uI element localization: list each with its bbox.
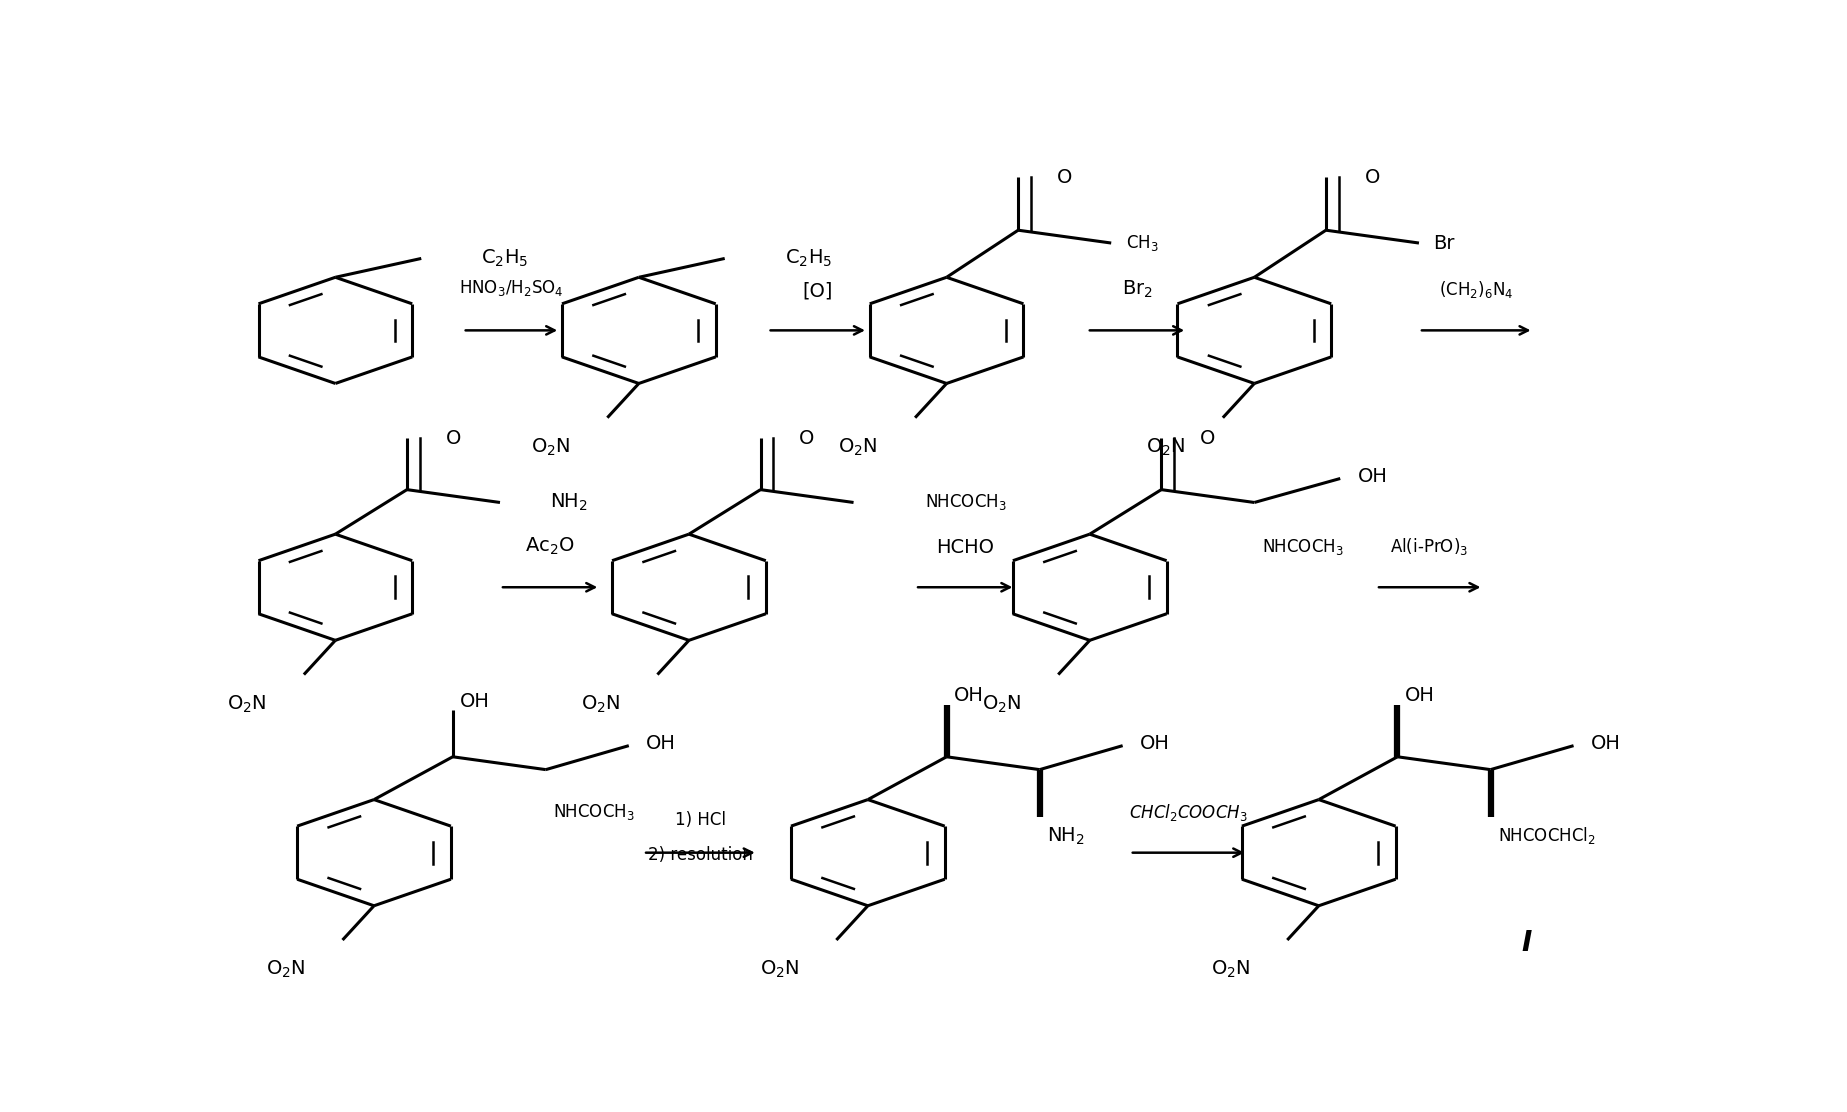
Text: [O]: [O] bbox=[803, 281, 833, 300]
Text: O$_2$N: O$_2$N bbox=[266, 959, 305, 980]
Text: NHCOCH$_3$: NHCOCH$_3$ bbox=[552, 802, 635, 822]
Text: O$_2$N: O$_2$N bbox=[1147, 437, 1186, 458]
Text: O$_2$N: O$_2$N bbox=[981, 694, 1021, 715]
Text: OH: OH bbox=[1140, 734, 1169, 754]
Text: O: O bbox=[1365, 168, 1380, 187]
Text: O$_2$N: O$_2$N bbox=[759, 959, 800, 980]
Text: (CH$_2$)$_6$N$_4$: (CH$_2$)$_6$N$_4$ bbox=[1439, 279, 1513, 300]
Text: O$_2$N: O$_2$N bbox=[580, 694, 621, 715]
Text: OH: OH bbox=[1590, 734, 1620, 754]
Text: 1) HCl: 1) HCl bbox=[674, 811, 726, 828]
Text: Al(i-PrO)$_3$: Al(i-PrO)$_3$ bbox=[1391, 536, 1468, 557]
Text: Br: Br bbox=[1433, 234, 1455, 252]
Text: Ac$_2$O: Ac$_2$O bbox=[525, 536, 574, 557]
Text: NHCOCH$_3$: NHCOCH$_3$ bbox=[1262, 537, 1343, 557]
Text: OH: OH bbox=[460, 692, 489, 711]
Text: Br$_2$: Br$_2$ bbox=[1121, 279, 1153, 300]
Text: OH: OH bbox=[1358, 467, 1387, 486]
Text: 2) resolution: 2) resolution bbox=[648, 846, 754, 864]
Text: NHCOCH$_3$: NHCOCH$_3$ bbox=[925, 493, 1007, 513]
Text: C$_2$H$_5$: C$_2$H$_5$ bbox=[482, 248, 528, 269]
Text: HCHO: HCHO bbox=[936, 538, 994, 557]
Text: O$_2$N: O$_2$N bbox=[530, 437, 571, 458]
Text: OH: OH bbox=[953, 686, 984, 705]
Text: O: O bbox=[1201, 429, 1215, 448]
Text: C$_2$H$_5$: C$_2$H$_5$ bbox=[785, 248, 833, 269]
Text: I: I bbox=[1522, 929, 1531, 956]
Text: O$_2$N: O$_2$N bbox=[839, 437, 877, 458]
Text: O$_2$N: O$_2$N bbox=[227, 694, 266, 715]
Text: O: O bbox=[800, 429, 815, 448]
Text: OH: OH bbox=[1406, 686, 1435, 705]
Text: NH$_2$: NH$_2$ bbox=[550, 492, 587, 513]
Text: O: O bbox=[1056, 168, 1071, 187]
Text: NHCOCHCl$_2$: NHCOCHCl$_2$ bbox=[1498, 825, 1596, 846]
Text: HNO$_3$/H$_2$SO$_4$: HNO$_3$/H$_2$SO$_4$ bbox=[460, 278, 563, 298]
Text: $CHCl_2COOCH_3$: $CHCl_2COOCH_3$ bbox=[1129, 802, 1249, 823]
Text: OH: OH bbox=[646, 734, 676, 754]
Text: NH$_2$: NH$_2$ bbox=[1047, 825, 1084, 846]
Text: O: O bbox=[445, 429, 462, 448]
Text: CH$_3$: CH$_3$ bbox=[1125, 234, 1158, 254]
Text: O$_2$N: O$_2$N bbox=[1210, 959, 1250, 980]
